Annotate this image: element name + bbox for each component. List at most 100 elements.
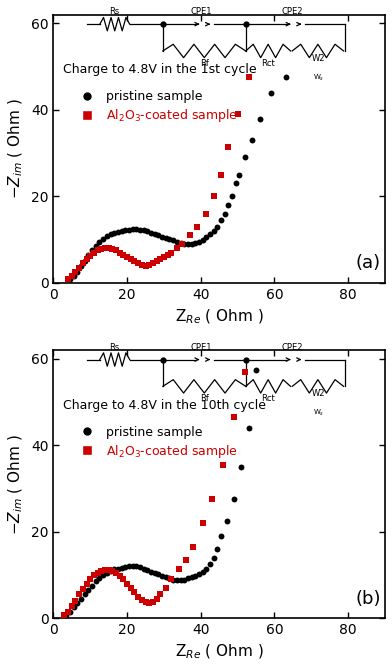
Point xyxy=(87,574,93,584)
Point xyxy=(229,191,235,202)
Point xyxy=(218,215,224,226)
Point xyxy=(107,565,114,576)
Point xyxy=(63,609,69,620)
Point xyxy=(157,254,163,265)
Point xyxy=(203,232,209,242)
Point xyxy=(98,565,104,576)
Point xyxy=(67,607,73,617)
Point xyxy=(257,113,263,124)
Point xyxy=(107,229,114,240)
Point xyxy=(148,566,154,577)
Point xyxy=(82,256,88,267)
Point xyxy=(200,234,206,245)
Point xyxy=(249,135,256,146)
Point xyxy=(120,574,127,584)
Point xyxy=(231,494,237,505)
Point xyxy=(179,238,185,249)
Point xyxy=(89,245,95,256)
Point xyxy=(144,226,151,236)
Point xyxy=(105,243,112,254)
Text: Charge to 4.8V in the 1st cycle: Charge to 4.8V in the 1st cycle xyxy=(64,63,257,76)
Point xyxy=(133,224,140,234)
Point xyxy=(80,258,86,269)
Point xyxy=(157,589,163,600)
Point xyxy=(131,256,138,267)
Point xyxy=(166,234,172,244)
Point xyxy=(163,572,169,582)
Point xyxy=(61,609,67,620)
Point xyxy=(146,259,152,270)
Point xyxy=(109,244,116,255)
Point xyxy=(163,232,169,243)
Legend: pristine sample, Al$_2$O$_3$-coated sample: pristine sample, Al$_2$O$_3$-coated samp… xyxy=(70,421,243,464)
Point xyxy=(236,170,243,180)
Point xyxy=(83,254,90,265)
Point xyxy=(85,584,91,595)
X-axis label: Z$_{Re}$ ( Ohm ): Z$_{Re}$ ( Ohm ) xyxy=(175,307,263,326)
Point xyxy=(71,602,77,613)
Point xyxy=(148,227,154,238)
Point xyxy=(207,229,213,240)
Point xyxy=(89,580,95,591)
Point xyxy=(192,238,198,248)
Point xyxy=(111,564,117,574)
Point xyxy=(159,231,165,242)
Point xyxy=(133,561,140,572)
Point xyxy=(238,462,245,472)
Point xyxy=(234,109,241,120)
Point xyxy=(181,238,187,249)
Text: Rf: Rf xyxy=(200,59,209,68)
Point xyxy=(83,578,90,589)
Point xyxy=(268,88,274,98)
Point xyxy=(80,583,86,594)
Point xyxy=(166,573,172,584)
Point xyxy=(141,563,147,574)
Point xyxy=(115,563,121,574)
Text: W$_s$: W$_s$ xyxy=(313,407,325,418)
Point xyxy=(176,563,182,574)
Text: CPE2: CPE2 xyxy=(281,7,303,16)
Point xyxy=(209,494,215,505)
Point xyxy=(122,224,129,235)
Point xyxy=(203,208,209,219)
Text: CPE2: CPE2 xyxy=(281,343,303,351)
Point xyxy=(185,573,191,584)
Point xyxy=(218,531,224,542)
Point xyxy=(163,582,169,593)
Point xyxy=(211,191,217,202)
Point xyxy=(82,589,88,600)
Point xyxy=(174,575,180,586)
Point xyxy=(242,152,248,163)
Point xyxy=(126,224,132,235)
Point xyxy=(231,412,237,423)
Point xyxy=(120,249,127,260)
Point xyxy=(203,563,209,574)
Point xyxy=(104,231,110,242)
Point xyxy=(225,200,232,210)
Text: Rct: Rct xyxy=(261,59,275,68)
Text: Rf: Rf xyxy=(200,394,209,403)
Point xyxy=(128,254,134,265)
Point xyxy=(102,243,108,254)
Point xyxy=(94,245,101,256)
Point xyxy=(100,570,106,580)
Point xyxy=(111,228,117,238)
Point xyxy=(91,247,97,258)
Point xyxy=(124,578,130,589)
Point xyxy=(131,587,138,598)
Point xyxy=(170,574,176,585)
Point xyxy=(218,170,224,180)
Point xyxy=(200,518,206,528)
Point xyxy=(245,72,252,83)
Text: Rs: Rs xyxy=(110,7,120,16)
Point xyxy=(135,258,141,269)
Point xyxy=(187,230,193,240)
Y-axis label: $-Z_{im}$ ( Ohm ): $-Z_{im}$ ( Ohm ) xyxy=(7,98,25,199)
Point xyxy=(65,607,71,617)
Text: Charge to 4.8V in the 10th cycle: Charge to 4.8V in the 10th cycle xyxy=(64,399,266,411)
Point xyxy=(168,574,174,584)
Point xyxy=(282,72,289,83)
Point xyxy=(196,568,202,579)
Point xyxy=(115,226,121,237)
Point xyxy=(74,598,80,609)
